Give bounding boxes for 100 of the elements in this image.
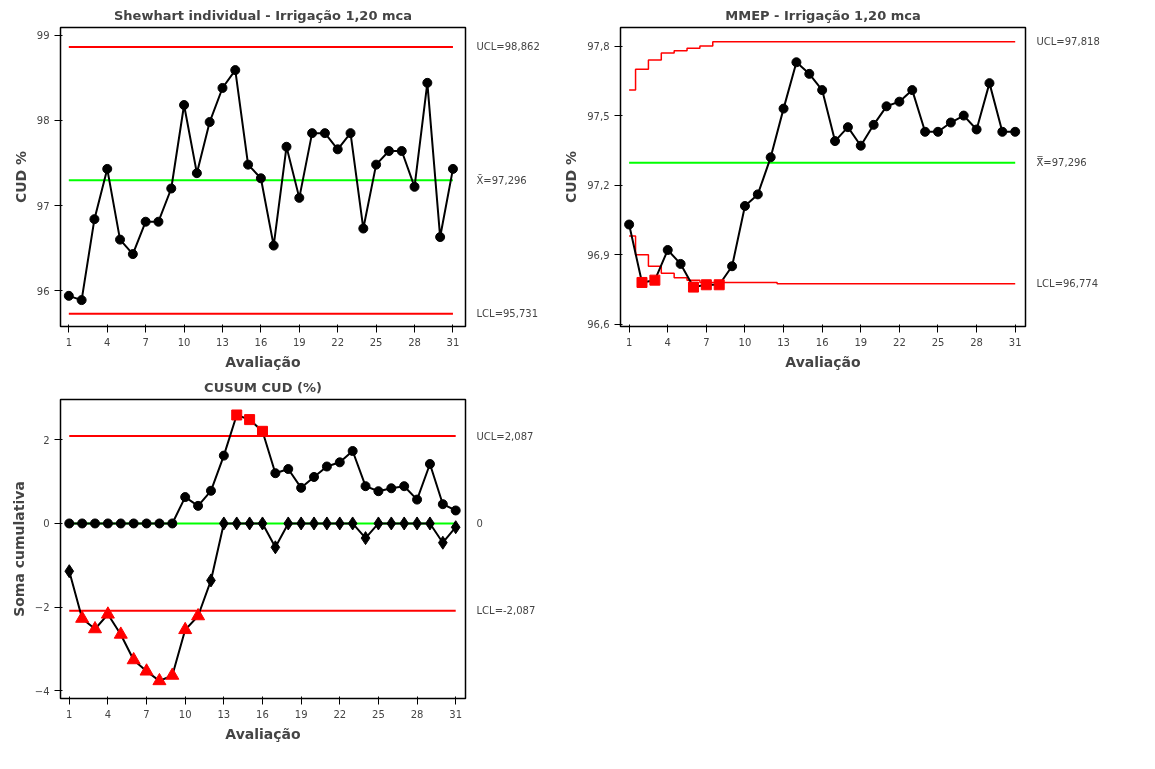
x-tick-label: 4 xyxy=(104,336,111,348)
point xyxy=(830,136,841,147)
point xyxy=(166,183,177,194)
point xyxy=(383,146,394,157)
x-axis-title: Avaliação xyxy=(225,353,302,370)
ref-line-label: UCL=2,087 xyxy=(476,430,534,442)
point xyxy=(791,57,802,68)
point xyxy=(307,128,318,139)
y-tick-label: −4 xyxy=(34,685,50,697)
point xyxy=(727,261,738,272)
point xyxy=(102,163,113,174)
point xyxy=(399,481,410,492)
point xyxy=(945,117,956,128)
point xyxy=(88,620,103,634)
point xyxy=(64,518,75,529)
point xyxy=(396,146,407,157)
point xyxy=(75,610,90,623)
point xyxy=(868,119,879,130)
chart-title: CUSUM CUD (%) xyxy=(204,379,322,395)
x-tick-label: 31 xyxy=(446,336,460,348)
point xyxy=(76,295,87,306)
point xyxy=(128,518,139,529)
point xyxy=(270,540,281,555)
point xyxy=(907,85,918,96)
point xyxy=(778,103,789,114)
point xyxy=(399,516,410,531)
point xyxy=(347,446,358,456)
x-tick-label: 22 xyxy=(331,336,345,348)
x-tick-label: 28 xyxy=(970,336,983,348)
point xyxy=(64,564,75,579)
y-tick-label: 0 xyxy=(43,518,50,530)
point xyxy=(193,500,204,511)
point xyxy=(281,141,292,152)
point xyxy=(386,483,397,494)
point xyxy=(270,468,281,479)
point xyxy=(115,518,126,529)
x-tick-label: 7 xyxy=(703,336,710,348)
point xyxy=(624,219,635,230)
point xyxy=(231,516,242,531)
point xyxy=(435,232,446,243)
x-tick-label: 31 xyxy=(449,708,463,720)
point xyxy=(360,531,371,546)
x-tick-label: 28 xyxy=(410,708,424,720)
x-tick-label: 10 xyxy=(738,336,752,348)
point xyxy=(881,101,892,112)
y-axis-title: Soma cumulativa xyxy=(10,481,27,617)
point xyxy=(283,516,294,531)
y-tick-label: −2 xyxy=(34,602,50,614)
y-tick-label: 97 xyxy=(36,200,50,212)
point xyxy=(115,234,126,245)
point xyxy=(218,450,229,461)
x-tick-label: 16 xyxy=(256,708,269,720)
point xyxy=(153,216,164,227)
point xyxy=(817,85,828,96)
point xyxy=(255,173,266,184)
x-tick-label: 22 xyxy=(333,708,347,720)
point xyxy=(450,520,461,535)
point xyxy=(113,626,128,639)
point xyxy=(309,471,320,482)
point xyxy=(649,274,661,286)
y-tick-label: 96 xyxy=(36,285,50,297)
point xyxy=(191,608,206,621)
point xyxy=(409,181,420,192)
point xyxy=(77,518,88,529)
point xyxy=(765,152,776,163)
point xyxy=(424,459,435,469)
chart-title: MMEP - Irrigação 1,20 mca xyxy=(725,7,921,23)
point xyxy=(154,518,165,529)
point xyxy=(894,96,905,107)
x-tick-label: 13 xyxy=(217,708,231,720)
y-axis-title: CUD % xyxy=(563,150,580,204)
point xyxy=(1010,126,1021,137)
point xyxy=(984,78,995,89)
x-tick-label: 19 xyxy=(854,336,868,348)
x-tick-label: 19 xyxy=(292,336,306,348)
x-tick-label: 4 xyxy=(104,708,112,720)
y-tick-label: 97,2 xyxy=(587,180,610,192)
point xyxy=(371,159,382,170)
point xyxy=(386,516,397,531)
x-tick-label: 1 xyxy=(625,336,633,348)
point xyxy=(700,279,712,291)
point xyxy=(217,82,228,93)
point xyxy=(920,126,931,137)
point xyxy=(127,249,138,260)
x-tick-label: 4 xyxy=(664,336,671,348)
point xyxy=(332,144,343,155)
point xyxy=(244,414,256,426)
x-tick-label: 10 xyxy=(177,336,191,348)
point xyxy=(204,117,215,128)
point xyxy=(450,505,461,516)
x-axis-title: Avaliação xyxy=(785,353,862,370)
point xyxy=(152,672,167,686)
point xyxy=(321,461,332,472)
point xyxy=(243,159,254,170)
x-tick-label: 7 xyxy=(143,708,150,720)
point xyxy=(662,245,673,255)
x-tick-label: 25 xyxy=(931,336,945,348)
point xyxy=(752,189,763,200)
x-tick-label: 25 xyxy=(369,336,383,348)
x-tick-label: 28 xyxy=(408,336,421,348)
